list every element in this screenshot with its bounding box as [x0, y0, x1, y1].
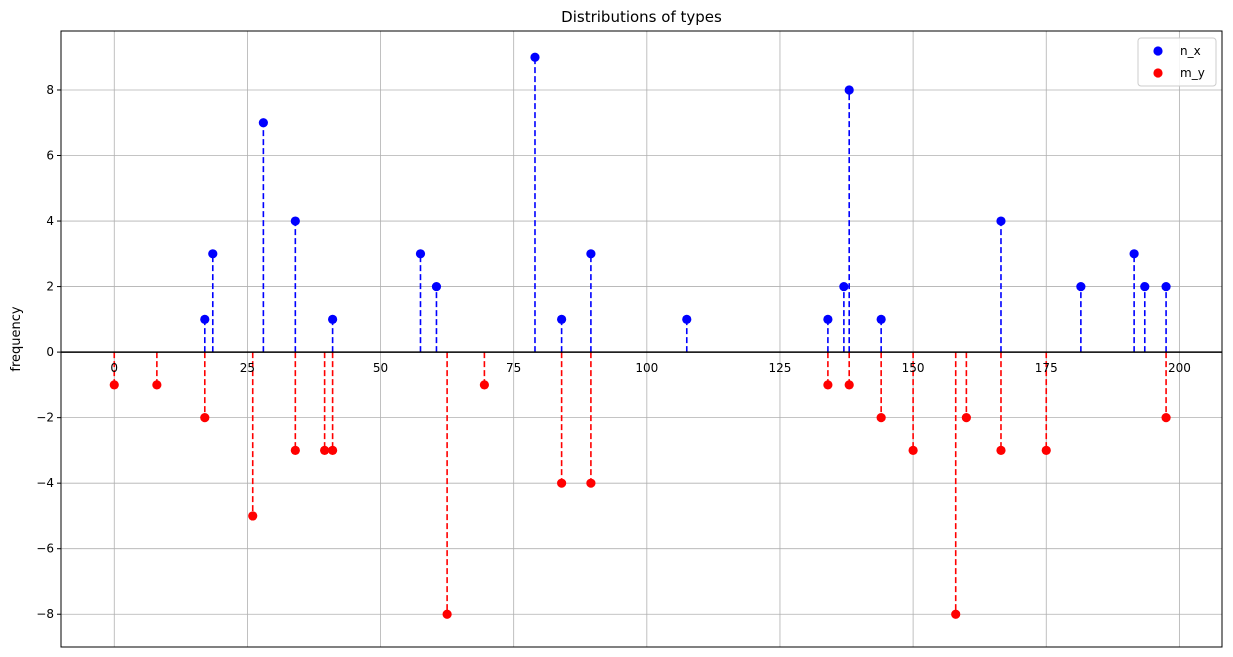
m_y-marker [200, 413, 210, 423]
m_y-marker [951, 609, 961, 619]
n_x-marker [290, 216, 300, 226]
legend-marker [1153, 68, 1163, 78]
y-tick-label: 4 [46, 214, 54, 228]
n_x-marker [586, 249, 596, 259]
n_x-marker [431, 281, 442, 292]
m_y-marker [290, 445, 300, 456]
m_y-marker [152, 380, 162, 390]
m_y-marker [876, 413, 886, 423]
x-tick-label: 0 [110, 361, 118, 375]
n_x-marker [839, 281, 849, 292]
n_x-marker [1076, 281, 1086, 292]
legend-label: n_x [1180, 44, 1201, 58]
n_x-marker [208, 249, 218, 259]
legend-label: m_y [1180, 66, 1205, 80]
grid [61, 31, 1222, 647]
y-tick-label: −2 [36, 411, 54, 425]
legend: n_x m_y [1137, 37, 1217, 87]
m_y-marker [1161, 413, 1171, 423]
n_x-marker [823, 314, 833, 324]
x-tick-label: 175 [1035, 361, 1058, 375]
m_y-marker [248, 511, 258, 521]
n_x-marker [258, 118, 268, 128]
m_y-marker [961, 413, 971, 423]
y-tick-label: 2 [46, 280, 54, 294]
n_x-marker [682, 314, 692, 324]
n_x-marker [328, 314, 338, 324]
n_x-marker [1140, 281, 1150, 292]
n_x-marker [415, 249, 426, 259]
stems [113, 57, 1167, 615]
y-tick-label: −8 [36, 607, 54, 621]
n_x-marker [557, 314, 567, 324]
m_y-marker [479, 380, 489, 390]
m_y-marker [844, 380, 854, 390]
x-tick-label: 125 [769, 361, 792, 375]
n_x-marker [1161, 281, 1171, 292]
m_y-marker [586, 478, 596, 488]
plot-frame [60, 30, 1223, 648]
m_y-marker [1041, 445, 1051, 456]
m_y-marker [320, 445, 330, 456]
y-tick-label: 6 [46, 149, 54, 163]
n_x-marker [200, 314, 210, 324]
m_y-marker [908, 445, 918, 456]
n_x-marker [1129, 249, 1139, 259]
m_y-marker [109, 380, 119, 390]
m_y-marker [996, 445, 1006, 456]
y-tick-label: −6 [36, 542, 54, 556]
y-axis: −8 −6 −4 −2 0 2 4 6 8 [36, 83, 61, 621]
n_x-marker [530, 52, 540, 62]
y-axis-label: frequency [9, 306, 24, 372]
m_y-marker [328, 445, 338, 456]
x-tick-label: 150 [902, 361, 925, 375]
x-axis: 0 25 50 75 100 125 150 175 200 [110, 361, 1190, 375]
x-tick-label: 50 [373, 361, 388, 375]
markers [109, 52, 1171, 619]
y-tick-label: −4 [36, 476, 54, 490]
chart-title: Distributions of types [561, 8, 722, 26]
x-tick-label: 200 [1168, 361, 1191, 375]
y-tick-label: 0 [46, 345, 54, 359]
x-tick-label: 100 [635, 361, 658, 375]
x-tick-label: 75 [506, 361, 521, 375]
m_y-marker [442, 609, 452, 619]
legend-marker [1153, 46, 1163, 56]
y-tick-label: 8 [46, 83, 54, 97]
m_y-marker [557, 478, 567, 488]
n_x-marker [844, 85, 854, 95]
n_x-marker [996, 216, 1006, 226]
n_x-marker [876, 314, 886, 324]
x-tick-label: 25 [240, 361, 255, 375]
m_y-marker [823, 380, 833, 390]
